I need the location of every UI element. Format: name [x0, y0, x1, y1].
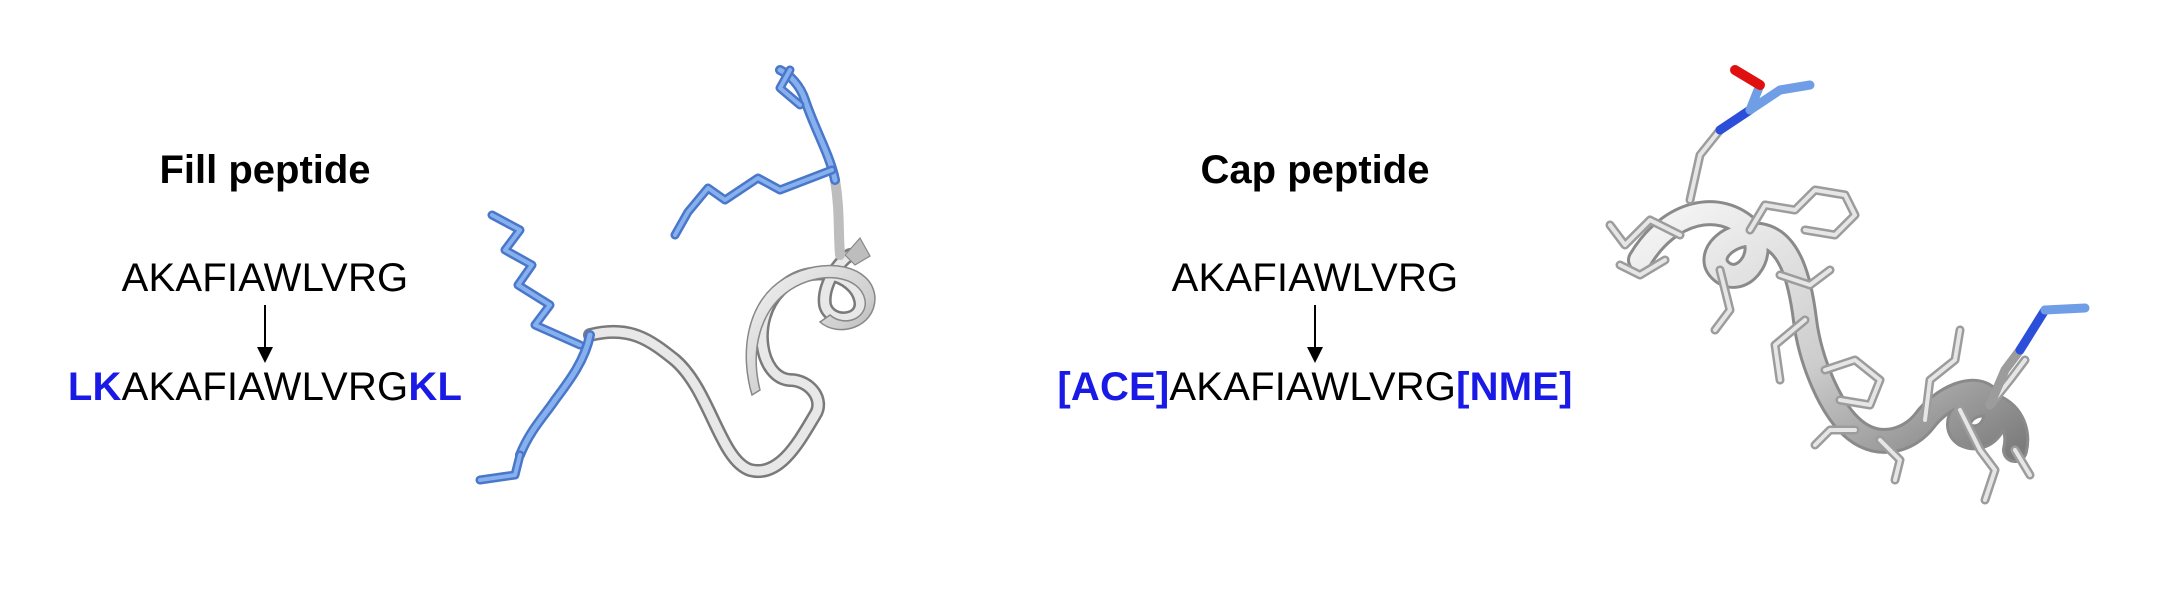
fill-peptide-structure: [475, 65, 876, 485]
fill-original-sequence: AKAFIAWLVRG: [121, 256, 409, 300]
cap-modified-sequence: [ACE]AKAFIAWLVRG[NME]: [1057, 365, 1572, 410]
fill-prefix-residues: LK: [67, 365, 122, 409]
fill-modified-sequence: LKAKAFIAWLVRGKL: [68, 365, 462, 410]
fill-added-residue-r: [775, 65, 840, 185]
fill-suffix-residues: KL: [408, 365, 463, 409]
fill-peptide-title: Fill peptide: [159, 148, 371, 192]
cap-peptide-title: Cap peptide: [1200, 148, 1430, 192]
fill-peptide-panel: Fill peptide AKAFIAWLVRG LKAKAFIAWLVRGKL: [0, 0, 1060, 593]
cap-core-sequence: AKAFIAWLVRG: [1169, 365, 1457, 409]
fill-core-sequence: AKAFIAWLVRG: [121, 365, 409, 409]
cap-ace-group: [ACE]: [1057, 365, 1170, 409]
fill-transform-arrow: [255, 305, 275, 363]
nme-cap-group: [1985, 345, 2025, 410]
cap-nme-group: [NME]: [1456, 365, 1573, 409]
fill-helix-ribbon: [745, 264, 876, 397]
cap-transform-arrow: [1305, 305, 1325, 363]
cap-peptide-panel: Cap peptide AKAFIAWLVRG [ACE]AKAFIAWLVRG…: [1057, 0, 2159, 593]
cap-original-sequence: AKAFIAWLVRG: [1171, 256, 1459, 300]
cap-peptide-structure: [1605, 65, 2090, 505]
